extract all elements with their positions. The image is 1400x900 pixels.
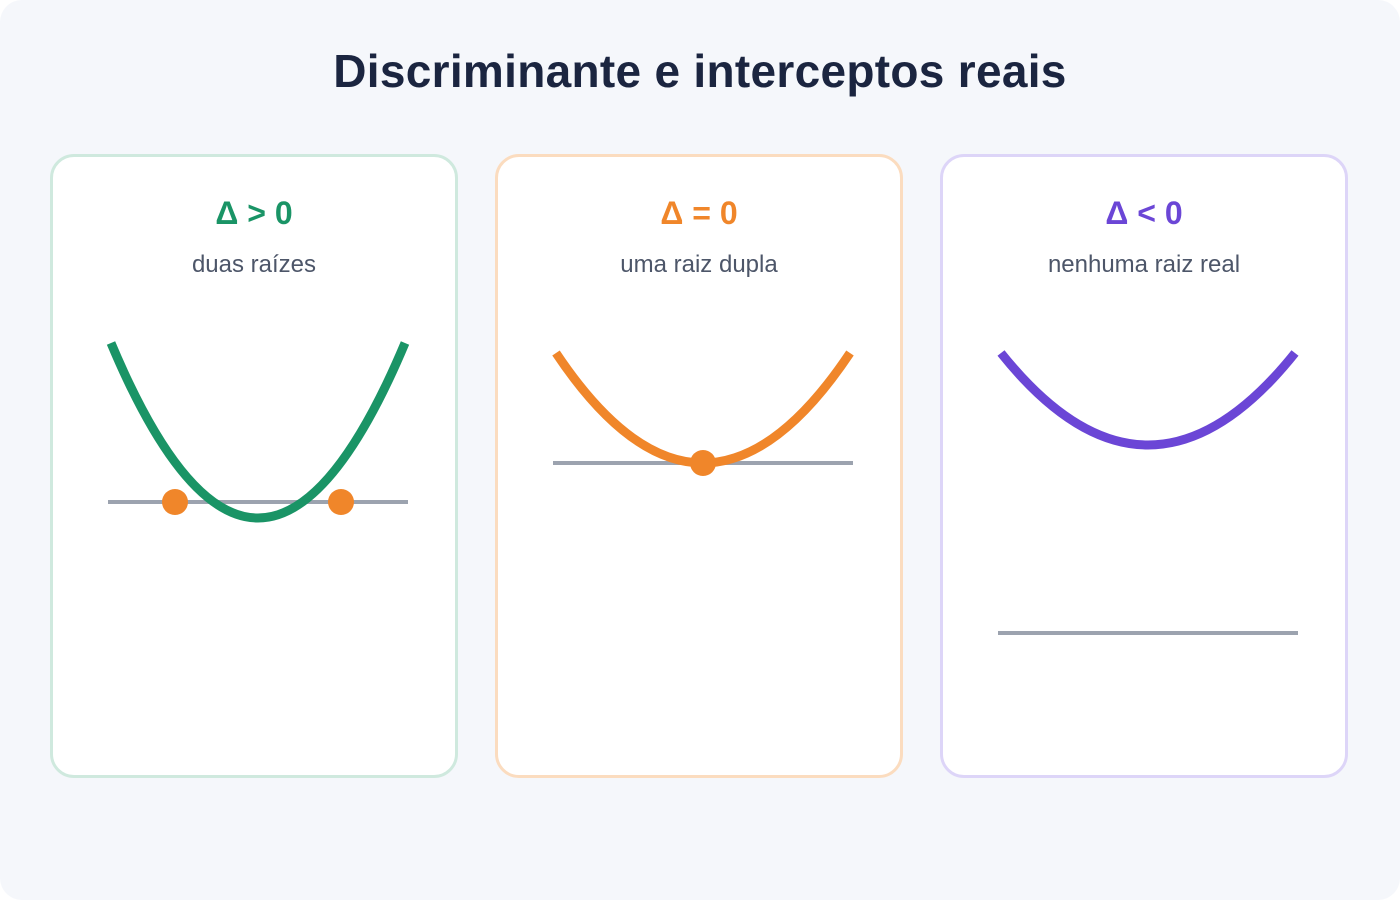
parabola-plot — [106, 341, 410, 523]
parabola-plot — [552, 350, 854, 476]
card-subtitle: duas raízes — [191, 251, 317, 278]
root-point — [690, 450, 716, 476]
card-double-root: Δ = 0 uma raiz dupla — [495, 154, 903, 778]
card-heading: Δ < 0 — [1105, 195, 1183, 231]
parabola-curve — [106, 341, 410, 523]
parabola-curve — [552, 350, 854, 468]
card-subtitle: uma raiz dupla — [620, 251, 778, 278]
card-heading: Δ > 0 — [215, 195, 293, 231]
root-point — [328, 489, 354, 515]
page-title: Discriminante e interceptos reais — [333, 45, 1067, 97]
parabola-curve — [997, 350, 1299, 450]
root-point — [162, 489, 188, 515]
card-no-real-roots: Δ < 0 nenhuma raiz real — [940, 154, 1348, 778]
parabola-plot — [997, 350, 1299, 635]
card-subtitle: nenhuma raiz real — [1047, 251, 1241, 278]
card-heading: Δ = 0 — [660, 195, 738, 231]
card-two-roots: Δ > 0 duas raízes — [50, 154, 458, 778]
